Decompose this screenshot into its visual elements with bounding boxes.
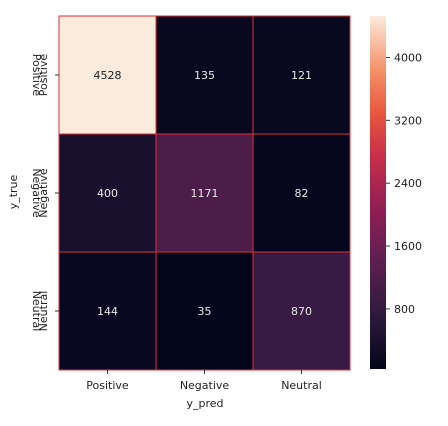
cell-value-label: 144 [97,305,118,318]
y-axis-label: y_true [7,174,20,209]
colorbar-tick-label: 2400 [394,177,422,190]
y-tick-label: Positive [37,54,50,97]
x-axis-label: y_pred [186,397,223,410]
heatmap-cell-labels: 4528 135 121 400 1171 82 144 35 870 [94,69,313,318]
x-tick-label: Negative [180,379,230,392]
x-tick-label: Neutral [281,379,322,392]
colorbar-tick-label: 1600 [394,240,422,253]
heatmap-cell [58,133,157,253]
x-axis-ticks: Positive Negative Neutral [86,370,322,392]
cell-value-label: 870 [291,305,312,318]
heatmap-cell [155,251,254,371]
y-axis-mirrored-ticks: Positive Negative Neutral [30,54,43,332]
heatmap-cell [155,15,254,135]
heatmap-cell [252,15,351,135]
heatmap-cells [58,15,351,371]
cell-value-label: 82 [295,187,309,200]
cell-value-label: 1171 [191,187,219,200]
x-tick-label: Positive [86,379,129,392]
colorbar-ticks: 4000 3200 2400 1600 800 [386,51,422,316]
cell-value-label: 4528 [94,69,122,82]
heatmap-cell [252,133,351,253]
heatmap-cell [58,15,157,135]
cell-value-label: 400 [97,187,118,200]
y-tick-label: Neutral [37,291,50,332]
heatmap-cell [155,133,254,253]
cell-value-label: 135 [194,69,215,82]
colorbar-tick-label: 3200 [394,114,422,127]
cell-value-label: 35 [198,305,212,318]
colorbar-tick-label: 4000 [394,51,422,64]
y-tick-label-mirrored: Negative [30,168,43,218]
y-tick-label: Negative [37,168,50,218]
cell-value-label: 121 [291,69,312,82]
colorbar-tick-label: 800 [394,303,415,316]
colorbar [370,16,386,369]
y-tick-label-mirrored: Positive [30,54,43,97]
y-axis-ticks: Positive Negative Neutral [37,54,59,332]
y-tick-label-mirrored: Neutral [30,291,43,332]
